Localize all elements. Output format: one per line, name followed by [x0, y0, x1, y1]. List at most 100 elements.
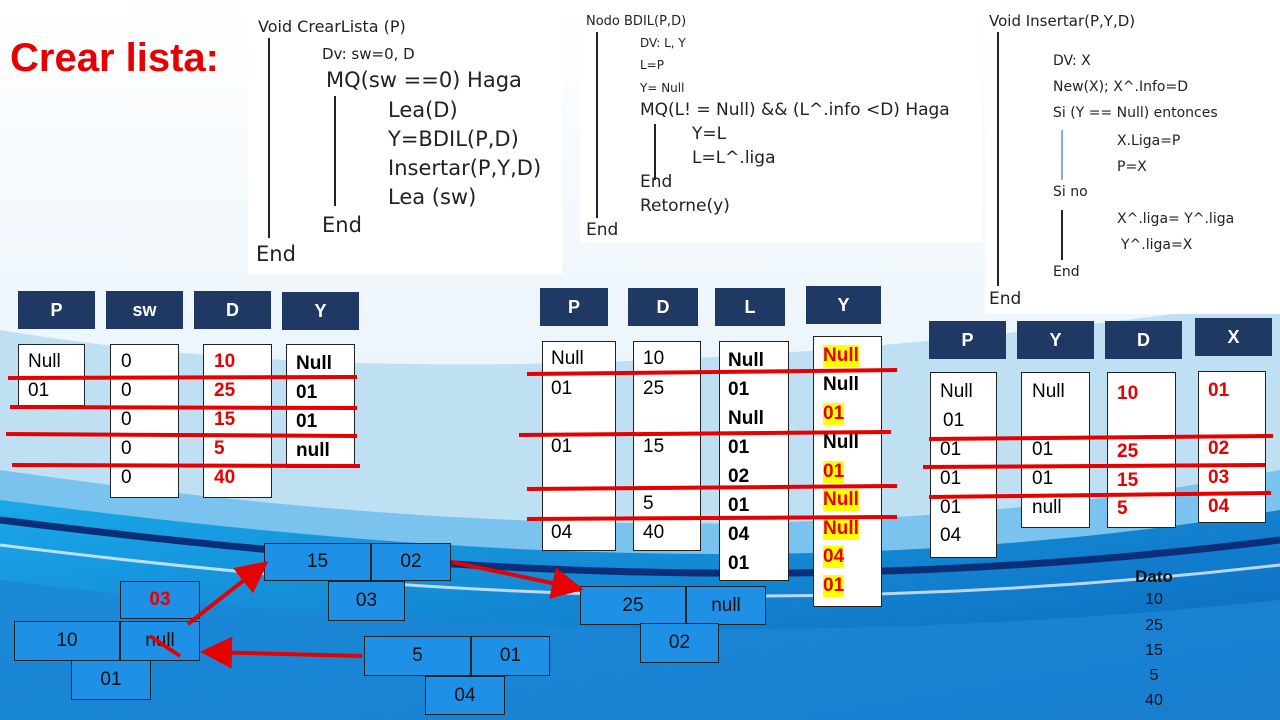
- t2-header-y: Y: [806, 286, 881, 324]
- cell: Null: [823, 345, 859, 367]
- code-line: End: [1053, 264, 1080, 280]
- code-line: End: [322, 213, 362, 237]
- code-line: Insertar(P,Y,D): [388, 156, 542, 180]
- cell: 15: [1117, 470, 1139, 491]
- t1-col-y: Null 01 01 null: [286, 344, 355, 468]
- code-line: Y=BDIL(P,D): [388, 127, 519, 151]
- node-label: null: [711, 594, 741, 616]
- cell: Null: [823, 374, 859, 395]
- t1-header-d: D: [194, 291, 271, 329]
- cell: 04: [728, 524, 750, 545]
- cell: Null: [823, 489, 859, 511]
- node-1-info: 10: [14, 621, 120, 661]
- cell: 01: [943, 410, 965, 431]
- node-label: 5: [412, 645, 423, 666]
- cell: 0: [121, 409, 132, 430]
- t2-col-y: Null Null 01 Null 01 Null Null 04 01: [813, 336, 882, 607]
- node-label: 03: [149, 589, 171, 610]
- cell: 25: [643, 378, 665, 399]
- t3-col-x: 01 02 03 04: [1198, 371, 1266, 523]
- t3-col-p: Null 01 01 01 01 04: [930, 372, 997, 558]
- code-insertar: Void Insertar(P,Y,D) DV: X New(X); X^.In…: [985, 8, 1280, 314]
- cell: 01: [551, 378, 573, 399]
- t3-col-y: Null 01 01 null: [1021, 372, 1090, 528]
- code-bdil: Nodo BDIL(P,D) DV: L, Y L=P Y= Null MQ(L…: [580, 10, 982, 242]
- cell: 5: [214, 438, 225, 459]
- cell: Null: [823, 518, 859, 540]
- cell: 01: [296, 382, 318, 403]
- code-line: Dv: sw=0, D: [322, 45, 415, 63]
- node-1-liga: null: [120, 621, 200, 661]
- cell: Null: [728, 408, 764, 429]
- dato-value: 10: [1145, 591, 1163, 608]
- node-4-liga: 01: [471, 636, 550, 676]
- cell: 04: [940, 525, 962, 546]
- node-1-old-pointer: 03: [120, 581, 200, 619]
- cell: 02: [728, 466, 750, 487]
- code-line: Lea(D): [388, 98, 458, 122]
- code-crearlista: Void CrearLista (P) Dv: sw=0, D MQ(sw ==…: [248, 12, 562, 274]
- cell: 02: [1208, 438, 1230, 459]
- cell: 40: [643, 522, 665, 543]
- node-label: 04: [454, 684, 476, 706]
- node-4-info: 5: [364, 636, 471, 676]
- cell: 01: [823, 403, 845, 425]
- node-label: 25: [622, 594, 644, 616]
- cell: Null: [823, 432, 859, 453]
- node-3-info: 25: [580, 586, 686, 625]
- t2-header-d: D: [628, 288, 698, 326]
- cell: 25: [214, 380, 236, 401]
- node-label: 10: [56, 630, 78, 651]
- code-line: End: [989, 289, 1022, 309]
- code-line: L=P: [640, 58, 664, 72]
- t3-header-d: D: [1105, 321, 1182, 359]
- cell: Null: [551, 348, 584, 369]
- code-line: X.Liga=P: [1117, 133, 1181, 149]
- t2-header-p: P: [540, 288, 608, 326]
- block-line: [997, 32, 999, 286]
- cell: 01: [940, 439, 962, 460]
- dato-value: 40: [1145, 692, 1163, 709]
- t3-col-d: 10 25 15 5: [1107, 372, 1176, 528]
- cell: 10: [214, 351, 236, 372]
- cell: 40: [214, 467, 236, 488]
- code-line: Si (Y == Null) entonces: [1053, 105, 1218, 121]
- code-line: X^.liga= Y^.liga: [1117, 211, 1235, 227]
- t1-header-y: Y: [282, 292, 359, 330]
- cell: 01: [551, 436, 573, 457]
- code-line: Y^.liga=X: [1121, 237, 1193, 253]
- code-line: Y=L: [692, 124, 727, 144]
- block-line: [334, 96, 336, 206]
- node-label: null: [145, 630, 175, 651]
- code-line: MQ(sw ==0) Haga: [326, 68, 522, 92]
- cell: 01: [1208, 380, 1230, 401]
- cell: 01: [28, 380, 50, 401]
- dato-value: 25: [1145, 617, 1163, 634]
- cell: null: [296, 440, 330, 461]
- cell: 5: [1117, 498, 1128, 519]
- code-line: End: [256, 242, 296, 266]
- code-line: End: [586, 220, 619, 240]
- t3-header-y: Y: [1017, 321, 1094, 359]
- node-label: 02: [400, 551, 422, 572]
- node-3-address: 02: [640, 623, 719, 663]
- node-label: 01: [499, 645, 522, 666]
- node-label: 15: [306, 551, 329, 572]
- t1-col-d: 10 25 15 5 40: [203, 344, 272, 498]
- cell: null: [1032, 497, 1062, 518]
- node-label: 01: [100, 669, 122, 690]
- block-line: [654, 124, 656, 180]
- node-2-address: 03: [328, 581, 405, 621]
- t3-header-p: P: [929, 321, 1006, 359]
- cell: 01: [940, 497, 962, 518]
- t2-col-p: Null 01 01 04: [542, 341, 616, 551]
- node-label: 03: [355, 590, 378, 611]
- cell: 01: [1032, 468, 1054, 489]
- cell: 10: [1117, 383, 1139, 404]
- node-4-address: 04: [425, 676, 505, 715]
- cell: 25: [1117, 441, 1139, 462]
- cell: 0: [121, 467, 132, 488]
- t1-col-sw: 0 0 0 0 0: [110, 344, 179, 498]
- cell: 01: [728, 379, 750, 400]
- dato-value: 15: [1145, 642, 1163, 659]
